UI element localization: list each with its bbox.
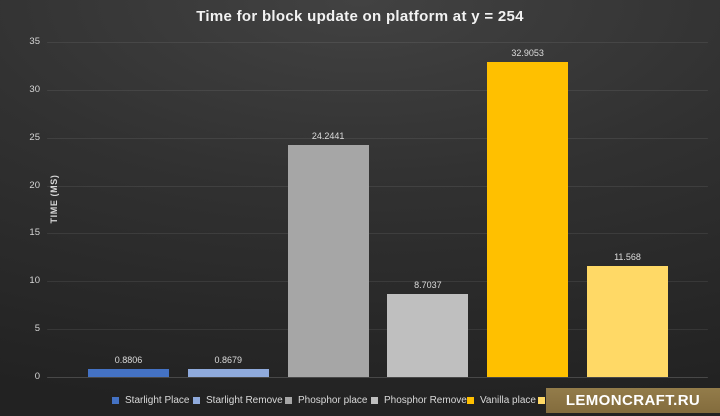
legend-item: Starlight Place: [112, 392, 189, 408]
legend-marker-icon: [285, 396, 292, 404]
gridline: [47, 185, 708, 187]
gridline: [47, 329, 708, 331]
plot-area: TIME (MS) 0 5 10 15 20 25 30 35 0.8806 0.8679 24.2…: [29, 36, 708, 382]
legend-marker-icon: [467, 396, 474, 404]
legend-marker-icon: [193, 396, 200, 404]
gridline: [47, 42, 708, 43]
watermark: LEMONCRAFT.RU: [546, 388, 720, 413]
legend-item-label: Phosphor place: [298, 394, 368, 406]
y-tick-label: 25: [29, 131, 40, 143]
gridline: [47, 89, 708, 91]
y-axis-title: TIME (MS): [49, 174, 59, 224]
bar: [487, 62, 569, 377]
legend-item-label: Starlight Remove: [206, 394, 283, 406]
y-tick-label: 20: [29, 179, 40, 191]
legend-marker-icon: [371, 396, 378, 404]
legend-item-label: Starlight Place: [125, 394, 190, 406]
bar-value-label: 0.8806: [114, 354, 143, 365]
bar-value-label: 24.2441: [311, 130, 345, 141]
bar-value-label: 11.568: [614, 252, 641, 263]
bar: [287, 144, 369, 377]
x-axis-line: [47, 377, 708, 378]
y-tick-label: 0: [34, 371, 40, 382]
bar: [587, 266, 668, 377]
bar: [88, 368, 169, 377]
y-tick-label: 5: [34, 323, 40, 335]
bar: [187, 368, 269, 377]
legend-marker-icon: [538, 396, 545, 404]
legend: Starlight Place Starlight Remove Phosphor …: [0, 392, 720, 408]
y-tick-label: 10: [29, 275, 40, 287]
legend-item: Starlight Remove: [193, 392, 283, 408]
gridline: [47, 281, 708, 283]
legend-item: Phosphor Remove: [371, 392, 467, 408]
legend-item: [538, 392, 551, 408]
y-tick-label: 30: [29, 83, 40, 95]
y-tick-label: 35: [29, 36, 40, 47]
legend-item-label: Vanilla place: [480, 394, 536, 406]
bar-value-label: 8.7037: [414, 279, 442, 290]
legend-item: Phosphor place: [285, 392, 368, 408]
legend-item-label: Phosphor Remove: [384, 394, 467, 406]
bar-value-label: 0.8679: [214, 354, 243, 365]
chart-title: Time for block update on platform at y =…: [196, 8, 524, 25]
bar-value-label: 32.9053: [511, 48, 544, 59]
legend-item: Vanilla place: [467, 392, 536, 408]
gridline: [47, 233, 708, 235]
y-tick-label: 15: [29, 227, 40, 239]
legend-marker-icon: [112, 396, 119, 404]
gridline: [47, 137, 708, 139]
bar: [387, 293, 469, 377]
